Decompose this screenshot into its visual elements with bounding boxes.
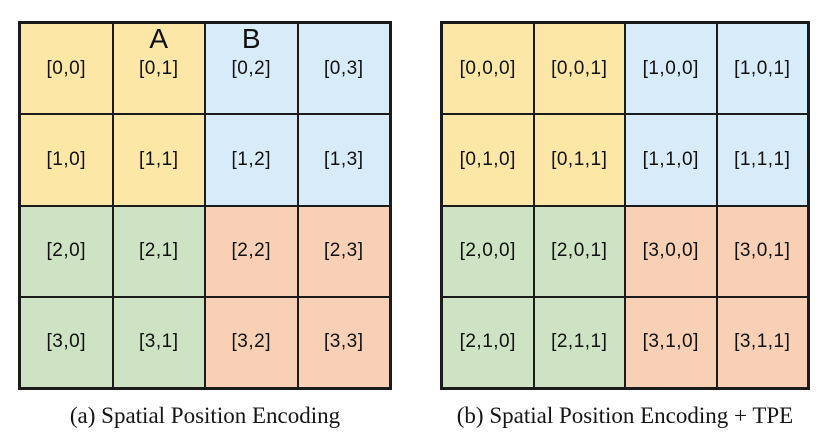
cell-coordinate-label: [2,1,1]	[551, 331, 608, 353]
cell-coordinate-label: [1,2]	[231, 148, 271, 170]
cell-coordinate-label: [3,0,1]	[734, 240, 791, 262]
cell-coordinate-label: [3,0,0]	[642, 240, 699, 262]
grid-cell-b-1-1-0: [1,1,0]	[626, 115, 716, 205]
grid-cell-a-1-1: [1,1]	[113, 115, 204, 205]
grid-cell-a-3-3: [3,3]	[298, 297, 389, 387]
grid-cell-b-0-1-1: [0,1,1]	[534, 115, 624, 205]
grid-cell-a-3-0: [3,0]	[21, 297, 112, 387]
grid-cell-b-2-1-1: [2,1,1]	[534, 297, 624, 387]
grid-cell-a-0-0: [0,0]	[21, 24, 112, 114]
grid-spatial-position-encoding-tpe: [0,0,0] [0,0,1] [1,0,0] [1,0,1] [0,1,0] [0,1,…	[440, 21, 810, 390]
grid-cell-a-2-3: [2,3]	[298, 206, 389, 296]
grid-cell-b-0-0-1: [0,0,1]	[534, 24, 624, 114]
region-marker-b: B	[241, 23, 261, 54]
grid-cell-b-3-1-0: [3,1,0]	[626, 297, 716, 387]
cell-coordinate-label: [3,1,1]	[734, 331, 791, 353]
grid-cell-a-2-0: [2,0]	[21, 206, 112, 296]
caption-panel-a: (a) Spatial Position Encoding	[69, 403, 341, 428]
panel-spatial-position-encoding: [0,0] A [0,1] B [0,2] [0,3] [1,0] [1,1] [1,2] [1,…	[18, 21, 392, 429]
cell-coordinate-label: [1,0]	[46, 148, 86, 170]
cell-coordinate-label: [0,0,1]	[551, 57, 608, 79]
region-marker-a: A	[149, 23, 169, 54]
grid-cell-a-1-0: [1,0]	[21, 115, 112, 205]
cell-coordinate-label: [0,1]	[139, 57, 179, 79]
cell-coordinate-label: [0,3]	[324, 57, 364, 79]
cell-coordinate-label: [2,3]	[324, 240, 364, 262]
cell-coordinate-label: [0,2]	[231, 57, 271, 79]
grid-cell-a-3-2: [3,2]	[206, 297, 297, 387]
grid-cell-b-2-0-0: [2,0,0]	[443, 206, 533, 296]
grid-cell-a-2-2: [2,2]	[206, 206, 297, 296]
grid-cell-b-0-0-0: [0,0,0]	[443, 24, 533, 114]
cell-coordinate-label: [2,0,1]	[551, 240, 608, 262]
cell-coordinate-label: [2,2]	[231, 240, 271, 262]
cell-coordinate-label: [0,0]	[46, 57, 86, 79]
cell-coordinate-label: [3,2]	[231, 331, 271, 353]
cell-coordinate-label: [1,0,1]	[734, 57, 791, 79]
panel-spatial-position-encoding-tpe: [0,0,0] [0,0,1] [1,0,0] [1,0,1] [0,1,0] [0,1,…	[440, 21, 810, 429]
grid-cell-a-0-1: A [0,1]	[113, 23, 204, 114]
grid-cell-a-0-3: [0,3]	[298, 24, 389, 114]
cell-coordinate-label: [1,3]	[324, 148, 364, 170]
cell-coordinate-label: [1,1,1]	[734, 148, 791, 170]
cell-coordinate-label: [2,0]	[46, 240, 86, 262]
cell-coordinate-label: [3,0]	[46, 331, 86, 353]
cell-coordinate-label: [3,1]	[139, 331, 179, 353]
cell-coordinate-label: [2,0,0]	[459, 240, 516, 262]
grid-cell-a-1-3: [1,3]	[298, 115, 389, 205]
grid-cell-b-1-0-0: [1,0,0]	[626, 24, 716, 114]
grid-cell-b-1-0-1: [1,0,1]	[717, 24, 807, 114]
caption-panel-b: (b) Spatial Position Encoding + TPE	[456, 403, 794, 428]
grid-cell-a-3-1: [3,1]	[113, 297, 204, 387]
grid-cell-a-2-1: [2,1]	[113, 206, 204, 296]
grid-cell-b-0-1-0: [0,1,0]	[443, 115, 533, 205]
cell-coordinate-label: [2,1,0]	[459, 331, 516, 353]
grid-cell-a-0-2: B [0,2]	[206, 23, 297, 114]
cell-coordinate-label: [3,1,0]	[642, 331, 699, 353]
grid-cell-a-1-2: [1,2]	[206, 115, 297, 205]
cell-coordinate-label: [0,1,0]	[459, 148, 516, 170]
cell-coordinate-label: [3,3]	[324, 331, 364, 353]
grid-cell-b-3-0-0: [3,0,0]	[626, 206, 716, 296]
grid-spatial-position-encoding: [0,0] A [0,1] B [0,2] [0,3] [1,0] [1,1] [1,2] [1,…	[18, 21, 392, 390]
cell-coordinate-label: [1,1]	[139, 148, 179, 170]
grid-cell-b-2-1-0: [2,1,0]	[443, 297, 533, 387]
cell-coordinate-label: [2,1]	[139, 240, 179, 262]
cell-coordinate-label: [0,0,0]	[459, 57, 516, 79]
grid-cell-b-2-0-1: [2,0,1]	[534, 206, 624, 296]
grid-cell-b-3-0-1: [3,0,1]	[717, 206, 807, 296]
cell-coordinate-label: [0,1,1]	[551, 148, 608, 170]
grid-cell-b-1-1-1: [1,1,1]	[717, 115, 807, 205]
cell-coordinate-label: [1,1,0]	[642, 148, 699, 170]
cell-coordinate-label: [1,0,0]	[642, 57, 699, 79]
grid-cell-b-3-1-1: [3,1,1]	[717, 297, 807, 387]
